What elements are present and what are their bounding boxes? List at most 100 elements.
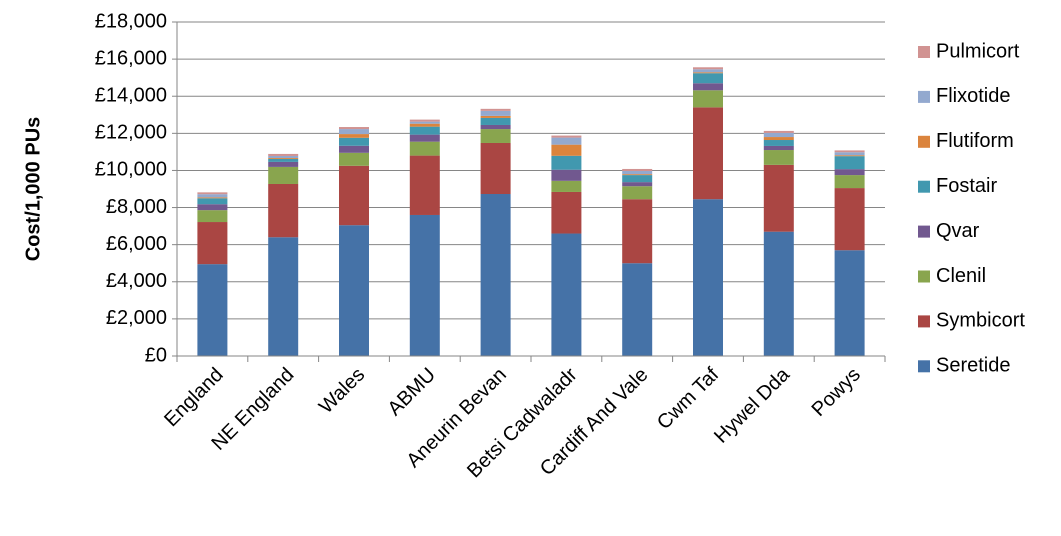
bar-segment bbox=[622, 186, 653, 200]
bar-segment bbox=[409, 126, 440, 135]
y-tick-label: £12,000 bbox=[95, 122, 167, 144]
y-tick-label: £16,000 bbox=[95, 47, 167, 69]
bar-segment bbox=[763, 130, 794, 133]
bar-segment bbox=[409, 121, 440, 124]
bar-segment bbox=[480, 124, 511, 130]
bar-segment bbox=[268, 237, 299, 356]
bar-segment bbox=[763, 150, 794, 165]
y-tick-label: £18,000 bbox=[95, 10, 167, 32]
x-tick-label: ABMU bbox=[384, 364, 440, 420]
bar-segment bbox=[693, 199, 723, 356]
bar-segment bbox=[268, 158, 299, 159]
legend-swatch bbox=[918, 135, 930, 148]
bar-segment bbox=[622, 199, 653, 264]
bar-segment bbox=[480, 129, 511, 143]
bar-segment bbox=[693, 90, 723, 108]
bar-segment bbox=[551, 180, 582, 192]
bar-segment bbox=[480, 108, 511, 111]
x-tick-label: Wales bbox=[315, 364, 369, 418]
bar-segment bbox=[409, 155, 440, 215]
bar-segment bbox=[339, 134, 369, 138]
x-tick-label: Powys bbox=[808, 364, 865, 421]
y-tick-label: £10,000 bbox=[95, 159, 167, 181]
bar-segment bbox=[409, 141, 440, 156]
bar-segment bbox=[763, 132, 794, 138]
bar-segment bbox=[622, 168, 653, 172]
bar-segment bbox=[622, 175, 653, 183]
bar-segment bbox=[693, 67, 723, 70]
bar-segment bbox=[834, 169, 865, 176]
legend-swatch bbox=[918, 90, 930, 103]
bar-segment bbox=[551, 144, 582, 156]
legend-label: Symbicort bbox=[936, 310, 1025, 332]
bar-segment bbox=[339, 152, 369, 166]
bar-segment bbox=[480, 142, 511, 195]
bar-segment bbox=[622, 182, 653, 187]
bar-segment bbox=[622, 174, 653, 176]
bar-segment bbox=[834, 155, 865, 157]
bar-segment bbox=[480, 115, 511, 118]
bar-segment bbox=[834, 150, 865, 153]
legend-label: Seretide bbox=[936, 355, 1011, 377]
bar-segment bbox=[197, 197, 228, 199]
bar-segment bbox=[409, 214, 440, 356]
bar-segment bbox=[693, 72, 723, 74]
bar-segment bbox=[693, 83, 723, 91]
legend-swatch bbox=[918, 270, 930, 283]
bar-segment bbox=[339, 145, 369, 153]
bar-segment bbox=[834, 156, 865, 170]
bar-segment bbox=[551, 191, 582, 234]
y-tick-label: £8,000 bbox=[106, 196, 167, 218]
legend-swatch bbox=[918, 225, 930, 238]
bar-segment bbox=[268, 166, 299, 184]
bar-segment bbox=[834, 152, 865, 156]
bar-segment bbox=[409, 119, 440, 122]
y-tick-label: £4,000 bbox=[106, 270, 167, 292]
bar-segment bbox=[834, 188, 865, 251]
legend-label: Fostair bbox=[936, 175, 997, 197]
bar-segment bbox=[622, 263, 653, 356]
legend-label: Flutiform bbox=[936, 130, 1014, 152]
legend-label: Clenil bbox=[936, 265, 986, 287]
bar-segment bbox=[268, 158, 299, 162]
legend-label: Qvar bbox=[936, 220, 980, 242]
legend-swatch bbox=[918, 360, 930, 373]
bar-segment bbox=[763, 140, 794, 146]
bar-segment bbox=[197, 264, 228, 356]
bar-segment bbox=[693, 107, 723, 200]
bar-segment bbox=[622, 171, 653, 175]
bar-segment bbox=[339, 127, 369, 130]
legend-swatch bbox=[918, 180, 930, 193]
bar-segment bbox=[551, 155, 582, 170]
bar-segment bbox=[197, 222, 228, 265]
bar-segment bbox=[268, 153, 299, 156]
bar-segment bbox=[551, 233, 582, 356]
bar-segment bbox=[480, 110, 511, 116]
bar-segment bbox=[834, 175, 865, 189]
bar-segment bbox=[763, 145, 794, 151]
bar-segment bbox=[551, 135, 582, 138]
bar-segment bbox=[551, 137, 582, 145]
bar-segment bbox=[763, 164, 794, 232]
y-tick-label: £14,000 bbox=[95, 85, 167, 107]
bar-segment bbox=[693, 69, 723, 73]
y-tick-label: £0 bbox=[145, 344, 167, 366]
bar-segment bbox=[339, 225, 369, 356]
y-axis-label: Cost/1,000 PUs bbox=[22, 117, 44, 262]
y-tick-label: £2,000 bbox=[106, 307, 167, 329]
bar-segment bbox=[409, 123, 440, 127]
legend-label: Flixotide bbox=[936, 85, 1010, 107]
bar-segment bbox=[268, 161, 299, 167]
x-tick-label: England bbox=[160, 364, 227, 431]
bar-segment bbox=[339, 165, 369, 226]
bar-segment bbox=[197, 192, 228, 195]
bar-segment bbox=[763, 231, 794, 356]
bar-segment bbox=[197, 204, 228, 211]
legend-swatch bbox=[918, 315, 930, 328]
x-tick-label: Hywel Dda bbox=[710, 363, 795, 448]
bar-segment bbox=[480, 117, 511, 125]
bar-segment bbox=[268, 155, 299, 159]
bar-segment bbox=[197, 198, 228, 205]
y-tick-label: £6,000 bbox=[106, 233, 167, 255]
